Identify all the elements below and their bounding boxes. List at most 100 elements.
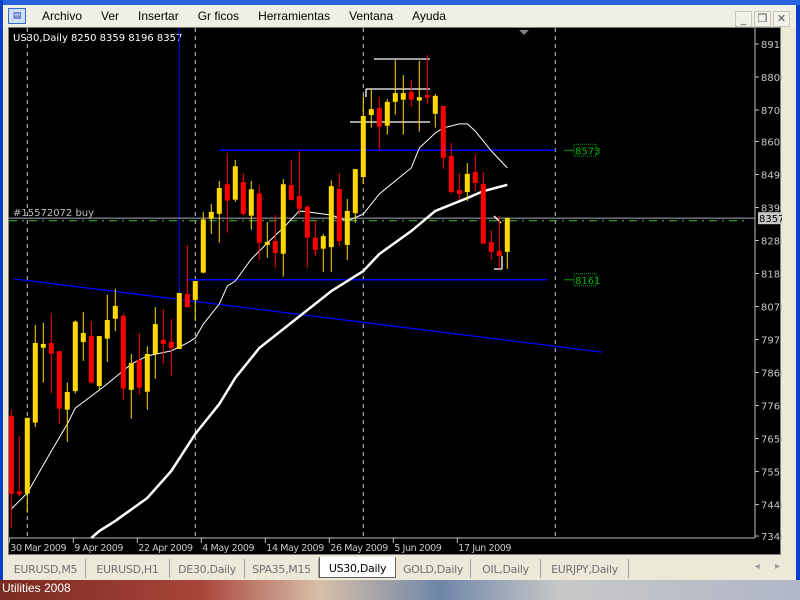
chart-tabs: EURUSD,M5 EURUSD,H1 DE30,Daily SPA35,M15 US3… (6, 557, 796, 578)
candle-body (488, 242, 494, 252)
menu-herramientas[interactable]: Herramientas (258, 8, 331, 23)
candle-body (224, 184, 230, 201)
y-tick-label: 7656 (761, 435, 782, 446)
price-chart[interactable]: US30,Daily 8250 8359 8196 8357 #15572072… (8, 27, 782, 556)
candle-body (56, 351, 62, 409)
y-tick-label: 7346 (761, 532, 782, 543)
x-tick-label: 26 May 2009 (330, 543, 388, 554)
candle-body (240, 182, 246, 215)
candle-body (344, 210, 350, 245)
candle-body (320, 236, 326, 249)
candle-body (152, 324, 158, 354)
y-tick-label: 7761 (761, 402, 782, 413)
menu-archivo[interactable]: Archivo (42, 8, 83, 23)
x-tick-label: 30 Mar 2009 (10, 543, 66, 554)
tab-eurjpy-daily[interactable]: EURJPY,Daily (541, 559, 629, 578)
moving-average-thin (10, 123, 508, 510)
current-price-label: 8357 (759, 214, 782, 225)
candle-body (464, 173, 470, 193)
candle-body (72, 321, 78, 392)
title-bar (3, 0, 800, 5)
tab-spa35-m15[interactable]: SPA35,M15 (245, 559, 319, 578)
menu-graficos[interactable]: Gr ficos (197, 8, 240, 23)
chart-shift-marker-icon (519, 30, 529, 35)
candle-body (424, 94, 430, 98)
y-tick-label: 8911 (761, 40, 782, 51)
close-button[interactable]: ✕ (773, 11, 790, 27)
candle-body (288, 185, 294, 200)
tab-us30-daily[interactable]: US30,Daily (319, 557, 396, 578)
candle-body (304, 206, 310, 238)
menu-insertar[interactable]: Insertar (138, 8, 179, 23)
tab-eurusd-h1[interactable]: EURUSD,H1 (86, 559, 170, 578)
candle-body (248, 189, 254, 216)
trendline (13, 278, 603, 353)
candle-body (296, 195, 302, 209)
candle-body (112, 305, 118, 319)
candle-body (472, 171, 478, 183)
y-tick-label: 8601 (761, 137, 782, 148)
tab-eurusd-m5[interactable]: EURUSD,M5 (6, 559, 86, 578)
candle-body (176, 293, 182, 349)
chart-header: US30,Daily 8250 8359 8196 8357 (13, 33, 182, 44)
candle-body (440, 105, 446, 158)
tab-gold-daily[interactable]: GOLD,Daily (396, 559, 471, 578)
candle-body (368, 109, 374, 116)
y-tick-label: 8181 (761, 270, 782, 281)
desktop-text: Utilities 2008 (2, 581, 71, 595)
candle-body (408, 92, 414, 100)
candle-body (496, 250, 502, 256)
candle-body (144, 353, 150, 392)
candle-body (272, 241, 278, 254)
y-tick-label: 8286 (761, 237, 782, 248)
candle-body (208, 211, 214, 219)
y-tick-label: 7971 (761, 336, 782, 347)
tab-de30-daily[interactable]: DE30,Daily (170, 559, 245, 578)
candle-body (40, 343, 46, 348)
candle-body (400, 93, 406, 100)
candle-body (352, 169, 358, 214)
restore-button[interactable]: ❐ (754, 11, 771, 27)
candle-body (384, 101, 390, 126)
menu-ver[interactable]: Ver (101, 8, 120, 23)
terminal-window: ▤ Archivo Ver Insertar Gr ficos Herramie… (0, 0, 800, 580)
candle-body (96, 336, 102, 387)
menu-ventana[interactable]: Ventana (349, 8, 394, 23)
desktop-background: Utilities 2008 (0, 580, 800, 600)
y-tick-label: 8701 (761, 106, 782, 117)
y-tick-label: 7446 (761, 501, 782, 512)
drawn-object-line (493, 215, 502, 224)
y-tick-label: 8391 (761, 203, 782, 214)
x-tick-label: 22 Apr 2009 (138, 543, 193, 554)
minimize-button[interactable]: _ (735, 11, 752, 27)
candle-body (24, 417, 30, 494)
level-label-box (573, 143, 597, 157)
x-tick-label: 14 May 2009 (266, 543, 324, 554)
candle-body (448, 155, 454, 193)
app-chart-icon[interactable]: ▤ (8, 7, 26, 24)
moving-average-thick (90, 183, 508, 539)
candle-body (32, 342, 38, 423)
candle-body (376, 108, 382, 127)
candle-body (16, 491, 22, 495)
candle-body (88, 336, 94, 383)
candle-body (9, 415, 14, 494)
candle-body (416, 97, 422, 101)
candle-body (104, 320, 110, 339)
candle-body (336, 188, 342, 242)
candle-body (136, 359, 142, 388)
candle-body (120, 315, 126, 389)
candle-body (192, 281, 198, 300)
level-label: 8573 (575, 146, 600, 157)
tab-scroll-arrows[interactable]: ◂ ▸ (754, 561, 786, 572)
menu-ayuda[interactable]: Ayuda (412, 8, 446, 23)
order-label: #15572072 buy (13, 208, 94, 219)
candle-body (128, 363, 134, 390)
candle-body (432, 95, 438, 114)
candle-body (200, 219, 206, 273)
tab-oil-daily[interactable]: OIL,Daily (471, 559, 541, 578)
x-tick-label: 17 Jun 2009 (458, 543, 511, 554)
candle-body (216, 187, 222, 214)
x-tick-label: 9 Apr 2009 (74, 543, 123, 554)
chart-canvas[interactable]: US30,Daily 8250 8359 8196 8357 #15572072… (9, 28, 782, 556)
